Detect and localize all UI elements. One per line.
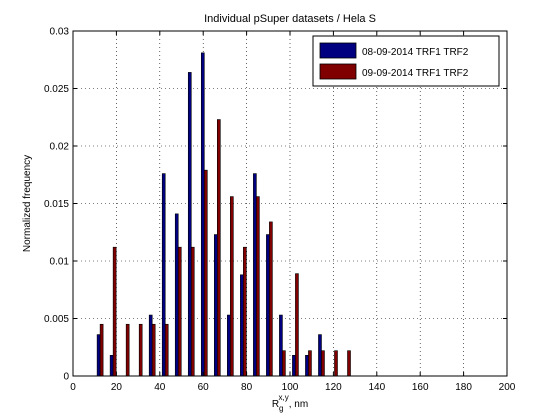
x-axis-label: Rg x,y, nm — [272, 393, 308, 413]
chart-title: Individual pSuper datasets / Hela S — [204, 13, 376, 25]
x-axis-label-sub: g — [279, 404, 283, 413]
bar-series-1 — [253, 173, 257, 377]
bar-series-1 — [279, 314, 283, 377]
bar-series-1 — [200, 52, 205, 377]
bar-series-2 — [243, 246, 247, 377]
legend-label-series-2: 09-09-2014 TRF1 TRF2 — [362, 68, 469, 79]
bar-series-1 — [148, 314, 153, 377]
bar-series-1 — [227, 314, 231, 377]
bar-series-1 — [305, 354, 309, 377]
bar-series-2 — [321, 350, 325, 377]
bar-series-2 — [347, 350, 351, 377]
bar-series-2 — [256, 196, 260, 377]
bar-series-2 — [151, 323, 156, 377]
y-tick-label: 0 — [63, 372, 69, 383]
y-axis-label: Normalized frequency — [22, 155, 33, 252]
x-tick-label: 80 — [241, 382, 253, 393]
bar-series-2 — [138, 323, 143, 377]
ticks: 0 20 40 60 80 100 120 140 160 180 200 0 0.005 0.01 0.0… — [44, 27, 516, 394]
bars — [96, 52, 351, 377]
x-tick-label: 140 — [368, 382, 385, 393]
bar-series-2 — [334, 350, 338, 377]
bar-series-2 — [230, 196, 234, 377]
y-tick-label: 0.03 — [50, 27, 70, 38]
bar-series-1 — [292, 354, 296, 377]
x-tick-label: 200 — [499, 382, 516, 393]
bar-series-2 — [295, 273, 299, 377]
legend-swatch-series-1 — [319, 42, 357, 59]
bar-series-2 — [112, 246, 117, 377]
bar-series-2 — [217, 119, 221, 377]
bar-series-2 — [125, 323, 130, 377]
y-tick-label: 0.02 — [50, 142, 70, 153]
x-tick-label: 60 — [198, 382, 210, 393]
bar-series-1 — [214, 234, 218, 377]
legend: 08-09-2014 TRF1 TRF2 09-09-2014 TRF1 TRF… — [312, 35, 500, 87]
bar-series-1 — [96, 334, 101, 377]
bar-series-1 — [318, 334, 322, 377]
legend-swatch-series-2 — [319, 63, 357, 80]
x-tick-label: 180 — [455, 382, 472, 393]
x-tick-label: 0 — [70, 382, 76, 393]
x-axis-label-unit: , nm — [289, 399, 308, 410]
bar-series-1 — [161, 173, 166, 377]
bar-series-2 — [190, 246, 195, 377]
y-tick-label: 0.01 — [50, 257, 70, 268]
x-tick-label: 20 — [111, 382, 123, 393]
x-tick-label: 100 — [282, 382, 299, 393]
bar-series-1 — [187, 72, 192, 377]
bar-series-1 — [266, 234, 270, 377]
y-tick-label: 0.025 — [44, 84, 69, 95]
bar-series-1 — [240, 274, 244, 377]
x-axis-label-sup: x,y — [279, 393, 289, 402]
bar-series-2 — [269, 221, 273, 377]
bar-series-2 — [99, 323, 104, 377]
x-tick-label: 160 — [412, 382, 429, 393]
bar-series-2 — [164, 323, 169, 377]
bar-series-2 — [177, 246, 182, 377]
y-tick-label: 0.015 — [44, 199, 69, 210]
x-tick-label: 40 — [154, 382, 166, 393]
y-tick-label: 0.005 — [44, 314, 69, 325]
legend-label-series-1: 08-09-2014 TRF1 TRF2 — [362, 47, 469, 58]
x-tick-label: 120 — [325, 382, 342, 393]
bar-series-2 — [203, 169, 208, 377]
bar-series-1 — [109, 354, 114, 377]
x-axis-label-main: R — [272, 399, 279, 410]
bar-series-2 — [308, 350, 312, 377]
bar-series-2 — [282, 350, 286, 377]
bar-series-1 — [174, 213, 179, 377]
